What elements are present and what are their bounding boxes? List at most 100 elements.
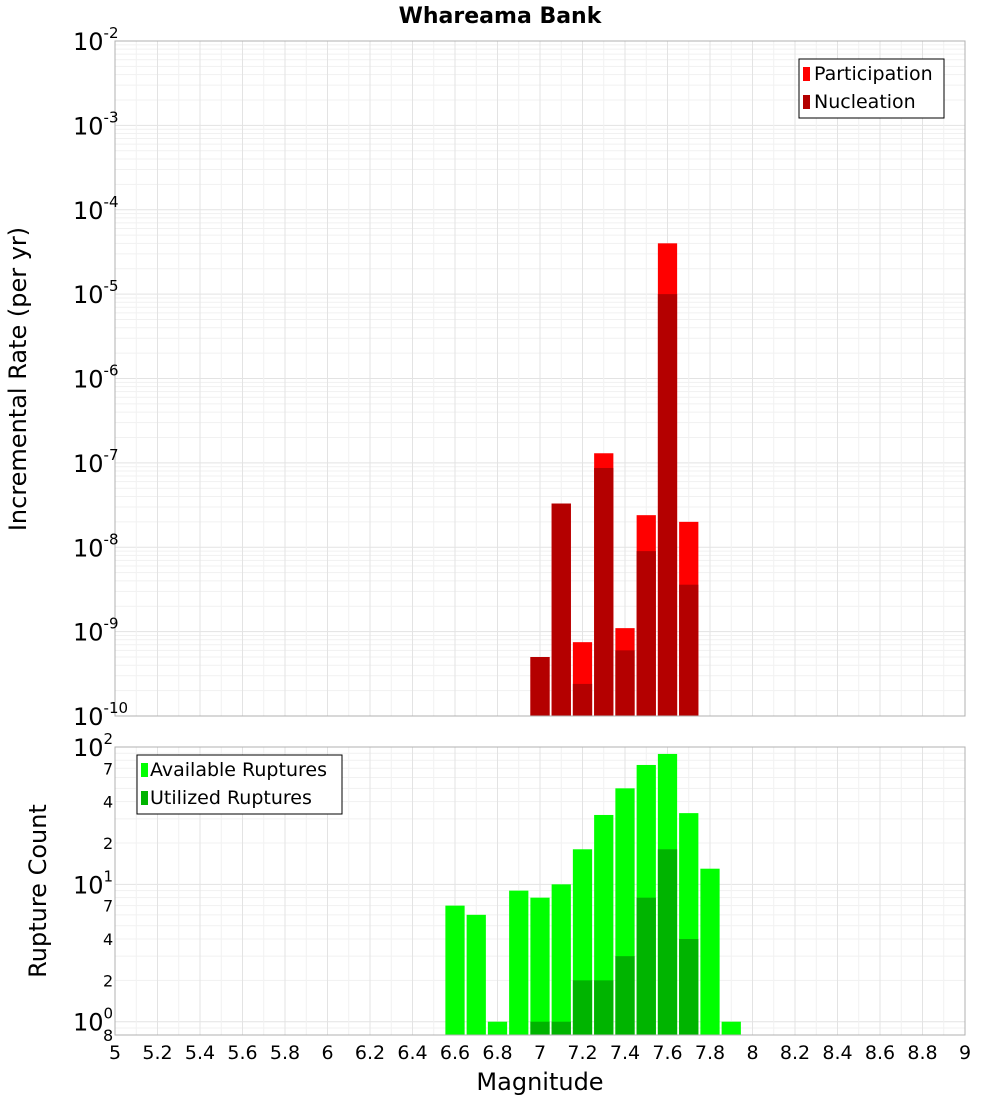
y-tick-base: 10	[73, 619, 104, 647]
y-tick-label: 10-8	[73, 530, 119, 562]
count-bar	[466, 914, 486, 1035]
y-axis-label-count: Rupture Count	[24, 804, 52, 978]
x-tick-label: 9	[959, 1042, 971, 1064]
x-tick-label: 7.4	[610, 1042, 640, 1064]
count-legend	[136, 754, 343, 815]
count-bar	[509, 890, 529, 1035]
y-tick-label: 10-3	[73, 108, 119, 140]
y-tick-base: 10	[73, 366, 104, 394]
count-bar	[615, 956, 635, 1035]
rate-legend	[798, 58, 945, 119]
y-tick-label: 10-4	[73, 193, 119, 225]
rate-bar	[636, 551, 656, 716]
rate-bar	[551, 503, 571, 716]
y-tick-base: 10	[73, 281, 104, 309]
count-bar	[551, 1021, 571, 1035]
y-minor-tick-label: 4	[103, 930, 113, 949]
y-tick-label: 10-6	[73, 362, 119, 394]
x-tick-label: 6.6	[440, 1042, 470, 1064]
y-tick-base: 10	[73, 28, 104, 56]
y-tick-label: 10-9	[73, 615, 119, 647]
bottom-plot-border	[114, 746, 966, 1036]
y-tick-exponent: -4	[104, 193, 119, 211]
y-tick-base: 10	[73, 534, 104, 562]
x-tick-label: 8.8	[907, 1042, 937, 1064]
y-tick-exponent: -10	[104, 699, 129, 717]
legend-swatch	[141, 791, 148, 805]
y-tick-label: 101	[73, 867, 113, 899]
y-tick-exponent: -2	[104, 24, 119, 42]
count-bar	[636, 897, 656, 1035]
x-tick-label: 5.6	[227, 1042, 257, 1064]
y-tick-label: 10-10	[73, 699, 128, 731]
y-minor-tick-label: 8	[103, 1026, 113, 1045]
x-tick-label: 7.6	[652, 1042, 682, 1064]
x-tick-label: 7.2	[567, 1042, 597, 1064]
y-tick-base: 10	[73, 112, 104, 140]
y-tick-label: 102	[73, 730, 113, 762]
y-tick-base: 10	[73, 734, 104, 762]
rate-bar	[530, 657, 550, 716]
y-tick-base: 10	[73, 197, 104, 225]
rate-bar	[657, 294, 678, 716]
y-tick-label: 10-2	[73, 24, 119, 56]
rate-bar	[572, 683, 593, 716]
y-minor-tick-label: 4	[103, 793, 113, 812]
y-tick-base: 10	[73, 703, 104, 731]
y-tick-exponent: -6	[104, 362, 119, 380]
y-tick-exponent: 2	[104, 730, 114, 748]
legend-label: Nucleation	[814, 91, 916, 113]
x-axis-label: Magnitude	[476, 1068, 603, 1096]
count-bar	[700, 868, 720, 1035]
y-minor-tick-label: 2	[103, 834, 113, 853]
y-tick-label: 10-7	[73, 446, 119, 478]
count-bar	[594, 980, 614, 1035]
legend-label: Available Ruptures	[150, 759, 327, 781]
x-tick-label: 8.4	[822, 1042, 852, 1064]
count-bar	[530, 897, 550, 1035]
y-tick-base: 10	[73, 871, 104, 899]
count-bar	[572, 980, 593, 1035]
y-tick-exponent: -3	[104, 108, 119, 126]
count-bar	[679, 939, 699, 1035]
x-tick-label: 8	[746, 1042, 758, 1064]
y-tick-base: 10	[73, 1009, 104, 1037]
rate-bar	[594, 467, 614, 716]
count-bar	[551, 884, 571, 1035]
x-tick-label: 5.8	[270, 1042, 300, 1064]
x-tick-label: 7	[534, 1042, 546, 1064]
x-tick-label: 6.4	[397, 1042, 427, 1064]
y-tick-exponent: -5	[104, 277, 119, 295]
x-tick-label: 8.2	[780, 1042, 810, 1064]
count-bar	[530, 1021, 550, 1035]
chart-title: Whareama Bank	[399, 4, 603, 29]
x-tick-label: 6	[321, 1042, 333, 1064]
y-minor-tick-label: 7	[103, 897, 113, 916]
y-minor-tick-label: 2	[103, 971, 113, 990]
y-tick-label: 10-5	[73, 277, 119, 309]
count-bar	[445, 905, 465, 1035]
y-tick-exponent: -7	[104, 446, 119, 464]
count-bar	[594, 814, 614, 1035]
legend-swatch	[141, 763, 148, 777]
y-tick-exponent: 1	[104, 867, 114, 885]
count-bar	[721, 1021, 741, 1035]
y-tick-label: 100	[73, 1005, 113, 1037]
y-minor-tick-label: 7	[103, 759, 113, 778]
x-tick-label: 5.4	[185, 1042, 215, 1064]
x-tick-label: 6.8	[482, 1042, 512, 1064]
y-axis-label-rate: Incremental Rate (per yr)	[4, 227, 32, 531]
y-tick-exponent: -9	[104, 615, 119, 633]
count-bar	[657, 849, 678, 1035]
legend-swatch	[803, 67, 810, 81]
y-tick-exponent: 0	[104, 1005, 114, 1023]
top-plot-border	[114, 40, 966, 717]
rate-bar	[615, 650, 635, 716]
legend-swatch	[803, 95, 810, 109]
x-tick-label: 7.8	[695, 1042, 725, 1064]
x-tick-label: 5.2	[142, 1042, 172, 1064]
legend-label: Utilized Ruptures	[150, 787, 312, 809]
y-tick-exponent: -8	[104, 530, 119, 548]
x-tick-label: 6.2	[355, 1042, 385, 1064]
